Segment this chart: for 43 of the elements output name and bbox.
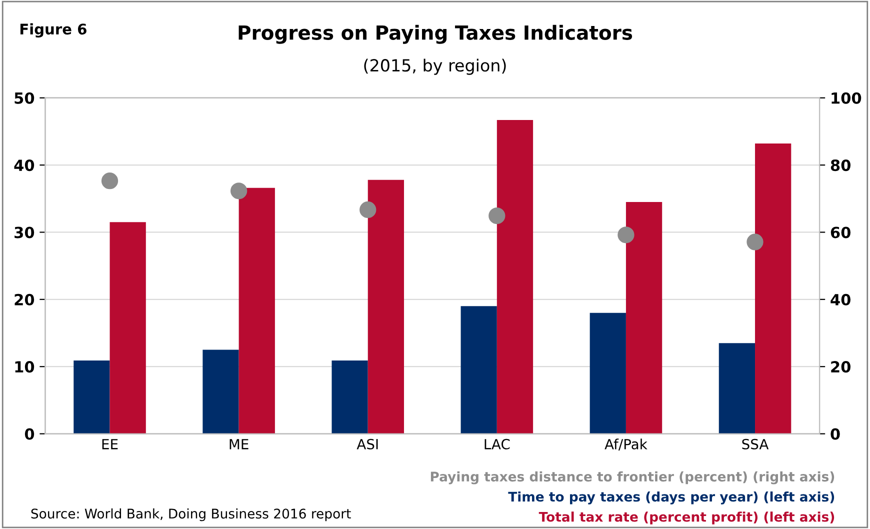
x-tick-label: ME	[230, 439, 248, 450]
bar	[202, 350, 239, 434]
bar	[460, 306, 497, 434]
bar	[238, 188, 275, 434]
point	[101, 172, 118, 190]
x-tick-label: EE	[102, 439, 118, 450]
text: Paying taxes distance to frontier (percent) (right axis)	[430, 471, 834, 484]
bar	[626, 202, 662, 434]
bar	[718, 343, 756, 434]
source-note: Source: World Bank, Doing Business 2016 report	[31, 508, 351, 522]
text: Total tax rate (percent profit) (left axis)	[538, 512, 834, 524]
y2-tick-label: 40	[830, 294, 850, 306]
caption: Figure 6	[20, 23, 86, 38]
y-tick-label: 40	[14, 160, 34, 172]
point	[360, 201, 376, 218]
y-tick-label: 10	[15, 361, 34, 373]
bar	[755, 144, 792, 434]
bar	[496, 120, 534, 434]
x-tick-label: ASI	[356, 438, 378, 450]
y2-tick-label: 20	[831, 361, 850, 373]
bar	[332, 360, 368, 434]
bar	[110, 222, 146, 434]
chart-subtitle: (2015, by region)	[364, 58, 506, 75]
y2-tick-label: 0	[830, 428, 840, 440]
point	[488, 207, 506, 224]
y-tick-label: 0	[24, 428, 34, 440]
bar	[74, 360, 110, 434]
point	[230, 182, 248, 200]
chart-title: Progress on Paying Taxes Indicators	[238, 24, 632, 44]
bar	[368, 180, 404, 434]
y-tick-label: 30	[14, 226, 34, 238]
point	[746, 234, 764, 250]
bar	[590, 312, 626, 434]
y-tick-label: 20	[14, 294, 34, 306]
point	[618, 226, 634, 244]
y2-tick-label: 100	[832, 92, 862, 104]
y2-tick-label: 80	[830, 160, 850, 172]
x-tick-label: SSA	[742, 438, 769, 450]
x-tick-label: Af/Pak	[604, 438, 648, 450]
y-tick-label: 50	[14, 92, 34, 104]
y2-tick-label: 60	[830, 226, 850, 238]
x-tick-label: LAC	[484, 438, 510, 450]
text: Time to pay taxes (days per year) (left axis)	[508, 491, 834, 504]
